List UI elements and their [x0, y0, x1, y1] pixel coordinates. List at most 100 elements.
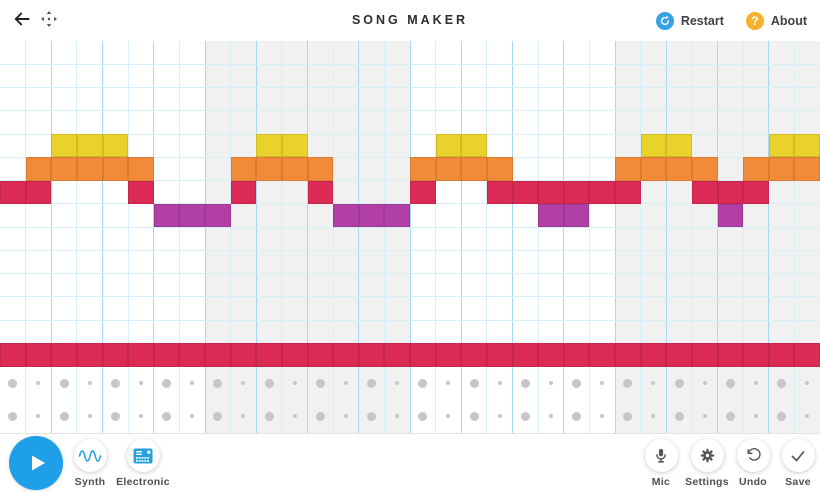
percussion-cell[interactable] [213, 378, 223, 388]
note-cell-yellow[interactable] [461, 134, 487, 158]
percussion-cell[interactable] [241, 414, 246, 419]
note-cell-purple[interactable] [333, 203, 359, 227]
note-cell-purple[interactable] [563, 203, 590, 227]
note-cell-red[interactable] [563, 180, 590, 204]
note-cell-orange[interactable] [256, 157, 282, 181]
percussion-cell[interactable] [469, 378, 479, 388]
note-cell-purple[interactable] [384, 203, 410, 227]
note-cell-orange[interactable] [307, 157, 334, 181]
percussion-cell[interactable] [264, 411, 274, 421]
note-cell-purple[interactable] [153, 203, 180, 227]
percussion-cell[interactable] [623, 378, 633, 388]
percussion-cell[interactable] [213, 411, 223, 421]
percussion-cell[interactable] [674, 378, 684, 388]
percussion-cell[interactable] [572, 411, 582, 421]
instrument-button[interactable]: Synth [57, 439, 123, 488]
move-button[interactable] [38, 8, 60, 30]
percussion-cell[interactable] [138, 414, 143, 419]
percussion-cell[interactable] [59, 378, 69, 388]
percussion-cell[interactable] [753, 381, 758, 386]
note-cell-red[interactable] [486, 180, 513, 204]
note-cell-red[interactable] [743, 343, 769, 367]
note-cell-red[interactable] [743, 180, 769, 204]
percussion-cell[interactable] [395, 381, 400, 386]
note-cell-red[interactable] [538, 343, 564, 367]
sequencer-grid[interactable] [0, 41, 820, 433]
percussion-cell[interactable] [572, 378, 582, 388]
percussion-cell[interactable] [651, 381, 656, 386]
percussion-cell[interactable] [600, 414, 605, 419]
note-cell-purple[interactable] [358, 203, 385, 227]
note-cell-red[interactable] [153, 343, 180, 367]
note-cell-purple[interactable] [717, 203, 744, 227]
percussion-cell[interactable] [162, 411, 172, 421]
note-cell-orange[interactable] [768, 157, 795, 181]
percussion-cell[interactable] [138, 381, 143, 386]
note-cell-orange[interactable] [691, 157, 718, 181]
note-cell-red[interactable] [333, 343, 359, 367]
note-cell-yellow[interactable] [76, 134, 103, 158]
percussion-cell[interactable] [777, 378, 787, 388]
percussion-cell[interactable] [110, 411, 120, 421]
note-cell-orange[interactable] [410, 157, 436, 181]
note-cell-red[interactable] [589, 343, 615, 367]
percussion-cell[interactable] [110, 378, 120, 388]
percussion-cell[interactable] [162, 378, 172, 388]
note-cell-red[interactable] [76, 343, 103, 367]
note-cell-red[interactable] [358, 343, 385, 367]
percussion-button[interactable]: Electronic [110, 439, 176, 488]
note-cell-orange[interactable] [281, 157, 308, 181]
note-cell-red[interactable] [230, 180, 257, 204]
percussion-cell[interactable] [315, 378, 325, 388]
note-cell-yellow[interactable] [435, 134, 462, 158]
percussion-cell[interactable] [315, 411, 325, 421]
note-cell-red[interactable] [538, 180, 564, 204]
note-cell-red[interactable] [128, 180, 154, 204]
percussion-cell[interactable] [805, 381, 810, 386]
percussion-cell[interactable] [446, 414, 451, 419]
percussion-cell[interactable] [190, 414, 195, 419]
percussion-cell[interactable] [8, 411, 18, 421]
note-cell-red[interactable] [589, 180, 615, 204]
note-cell-red[interactable] [25, 180, 52, 204]
note-cell-yellow[interactable] [666, 134, 692, 158]
percussion-cell[interactable] [418, 378, 428, 388]
note-cell-red[interactable] [615, 343, 641, 367]
percussion-cell[interactable] [395, 414, 400, 419]
note-cell-orange[interactable] [25, 157, 52, 181]
percussion-cell[interactable] [520, 411, 530, 421]
percussion-cell[interactable] [702, 381, 707, 386]
percussion-cell[interactable] [446, 381, 451, 386]
percussion-cell[interactable] [264, 378, 274, 388]
percussion-cell[interactable] [600, 381, 605, 386]
note-cell-orange[interactable] [102, 157, 129, 181]
note-cell-orange[interactable] [486, 157, 513, 181]
percussion-cell[interactable] [292, 381, 297, 386]
percussion-cell[interactable] [497, 381, 502, 386]
percussion-cell[interactable] [418, 411, 428, 421]
note-cell-orange[interactable] [461, 157, 487, 181]
note-cell-orange[interactable] [230, 157, 257, 181]
note-cell-yellow[interactable] [768, 134, 795, 158]
mic-button[interactable]: Mic [628, 439, 694, 488]
note-cell-orange[interactable] [640, 157, 667, 181]
note-cell-red[interactable] [691, 180, 718, 204]
note-cell-yellow[interactable] [102, 134, 129, 158]
percussion-cell[interactable] [548, 381, 553, 386]
note-cell-red[interactable] [512, 180, 539, 204]
note-cell-red[interactable] [461, 343, 487, 367]
note-cell-orange[interactable] [76, 157, 103, 181]
note-cell-orange[interactable] [128, 157, 154, 181]
note-cell-red[interactable] [25, 343, 52, 367]
note-cell-red[interactable] [666, 343, 692, 367]
note-cell-red[interactable] [179, 343, 205, 367]
note-cell-yellow[interactable] [794, 134, 820, 158]
note-cell-red[interactable] [0, 180, 26, 204]
note-cell-red[interactable] [615, 180, 641, 204]
note-cell-red[interactable] [794, 343, 820, 367]
note-cell-red[interactable] [307, 343, 334, 367]
percussion-cell[interactable] [8, 378, 18, 388]
note-cell-red[interactable] [691, 343, 718, 367]
percussion-cell[interactable] [292, 414, 297, 419]
note-cell-red[interactable] [384, 343, 410, 367]
